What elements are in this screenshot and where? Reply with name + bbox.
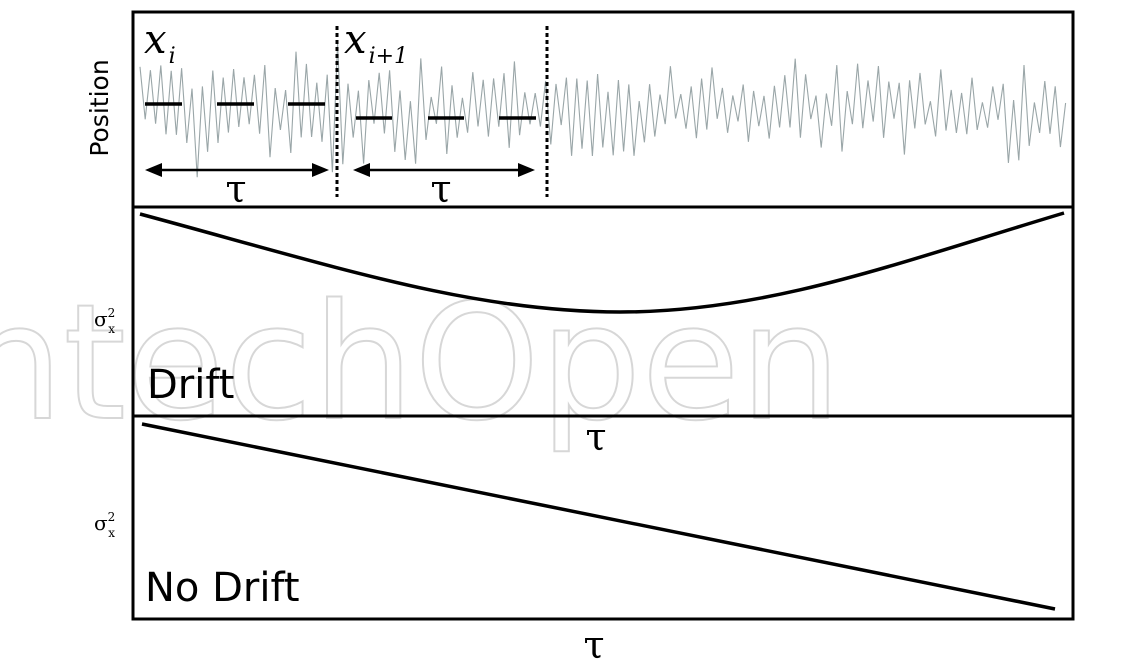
tau-label: τ: [430, 167, 451, 211]
nodrift-panel-frame: [131, 414, 1075, 621]
sample-label-xi: xi: [144, 17, 176, 69]
position-signal-trace: [139, 43, 1067, 178]
sample-label-subscript: i: [169, 44, 176, 69]
sample-label-xi-plus-1: xi+1: [344, 17, 408, 69]
tau-arrow: [353, 163, 535, 177]
sample-label-base: x: [144, 17, 167, 63]
sample-label-subscript: i+1: [369, 44, 408, 69]
nodrift-y-axis-label: σ2 x: [94, 510, 115, 540]
tau-arrow: [145, 163, 329, 177]
window-mean-bars: [145, 102, 536, 120]
nodrift-panel-label: No Drift: [145, 565, 300, 611]
drift-y-axis-label: σ2 x: [94, 306, 115, 336]
sample-label-base: x: [344, 17, 367, 63]
drift-panel-label: Drift: [147, 362, 234, 408]
tau-label: τ: [225, 167, 246, 211]
position-axis-label: Position: [85, 59, 114, 156]
nodrift-variance-line: [141, 422, 1056, 611]
nodrift-x-axis-label: τ: [583, 623, 604, 664]
drift-x-axis-label: τ: [585, 415, 606, 459]
drift-variance-curve: [139, 211, 1065, 314]
watermark: IntechOpen: [0, 269, 841, 456]
